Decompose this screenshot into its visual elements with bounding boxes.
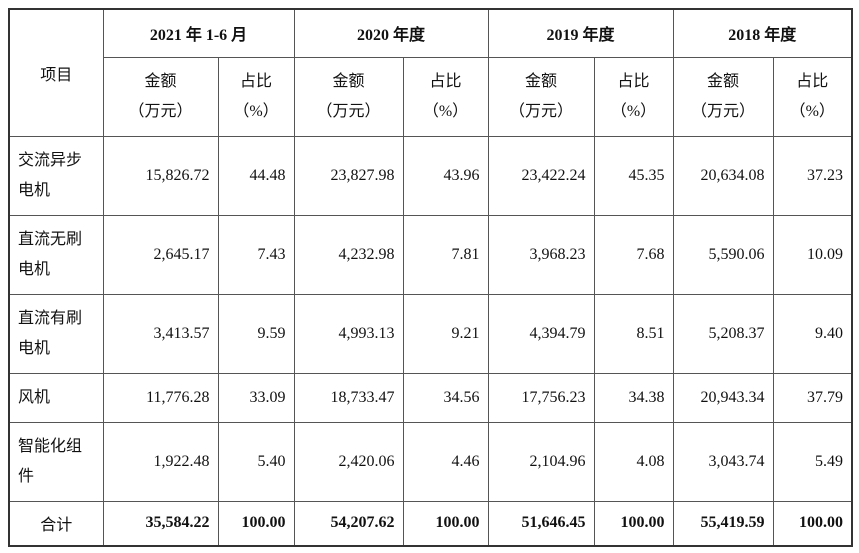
cell: 23,827.98 <box>293 135 404 216</box>
cell: 7.43 <box>217 214 295 295</box>
row-label: 智能化组件 <box>8 421 104 502</box>
cell: 7.81 <box>402 214 489 295</box>
share-header-line: 占比 <box>617 72 650 90</box>
table-row: 直流有刷电机 3,413.57 9.59 4,993.13 9.21 4,394.79 8.… <box>8 293 853 374</box>
cell: 43.96 <box>402 135 489 216</box>
table-row: 交流异步电机 15,826.72 44.48 23,827.98 43.96 23,422… <box>8 135 853 216</box>
row-label: 直流无刷电机 <box>8 214 104 295</box>
cell: 15,826.72 <box>102 135 219 216</box>
table-row: 直流无刷电机 2,645.17 7.43 4,232.98 7.81 3,968.23 7.… <box>8 214 853 295</box>
cell: 2,645.17 <box>102 214 219 295</box>
cell: 34.56 <box>402 372 489 423</box>
cell: 3,043.74 <box>672 421 774 502</box>
cell: 37.79 <box>772 372 853 423</box>
cell: 10.09 <box>772 214 853 295</box>
cell: 1,922.48 <box>102 421 219 502</box>
amount-header-line: （万元） <box>128 102 193 120</box>
cell: 18,733.47 <box>293 372 404 423</box>
amount-header: 金额 （万元） <box>487 56 595 137</box>
period-header: 2019 年度 <box>487 8 674 58</box>
row-label: 合计 <box>8 500 104 547</box>
amount-header-line: 金额 <box>144 72 177 90</box>
amount-header-line: 金额 <box>332 72 365 90</box>
cell: 45.35 <box>593 135 674 216</box>
cell: 5,590.06 <box>672 214 774 295</box>
cell: 35,584.22 <box>102 500 219 547</box>
amount-header: 金额 （万元） <box>672 56 774 137</box>
cell: 23,422.24 <box>487 135 595 216</box>
amount-header: 金额 （万元） <box>293 56 404 137</box>
cell: 5.40 <box>217 421 295 502</box>
cell: 100.00 <box>402 500 489 547</box>
share-header-line: （%） <box>422 102 469 120</box>
table-row: 合计 35,584.22 100.00 54,207.62 100.00 51,646.4… <box>8 500 853 547</box>
share-header-line: 占比 <box>239 72 272 90</box>
item-header: 项目 <box>8 8 104 137</box>
cell: 8.51 <box>593 293 674 374</box>
cell: 4,232.98 <box>293 214 404 295</box>
table-row: 智能化组件 1,922.48 5.40 2,420.06 4.46 2,104.96 4.0… <box>8 421 853 502</box>
row-label-text: 智能化组件 <box>18 437 83 485</box>
cell: 37.23 <box>772 135 853 216</box>
cell: 9.40 <box>772 293 853 374</box>
row-label-text: 风机 <box>18 388 51 406</box>
header-row: 项目 2021 年 1-6 月 2020 年度 2019 年度 2018 年度 <box>8 8 853 137</box>
cell: 44.48 <box>217 135 295 216</box>
share-header-line: （%） <box>610 102 657 120</box>
share-header-line: 占比 <box>796 72 829 90</box>
amount-header-line: （万元） <box>690 102 755 120</box>
share-header-line: （%） <box>789 102 835 120</box>
amount-header-line: （万元） <box>316 102 381 120</box>
share-header: 占比 （%） <box>402 56 489 137</box>
row-label: 直流有刷电机 <box>8 293 104 374</box>
amount-header-line: 金额 <box>706 72 739 90</box>
cell: 7.68 <box>593 214 674 295</box>
data-table: 项目 2021 年 1-6 月 2020 年度 2019 年度 2018 年度 金额 （万元… <box>8 8 853 547</box>
share-header: 占比 （%） <box>593 56 674 137</box>
period-header: 2021 年 1-6 月 <box>102 8 295 58</box>
row-label-text: 直流有刷电机 <box>18 309 83 357</box>
cell: 100.00 <box>217 500 295 547</box>
row-label-text: 直流无刷电机 <box>18 230 83 278</box>
cell: 4.46 <box>402 421 489 502</box>
amount-header-line: （万元） <box>508 102 573 120</box>
cell: 4.08 <box>593 421 674 502</box>
row-label-text: 合计 <box>40 517 73 535</box>
share-header-line: 占比 <box>429 72 462 90</box>
cell: 51,646.45 <box>487 500 595 547</box>
cell: 5,208.37 <box>672 293 774 374</box>
period-header: 2018 年度 <box>672 8 853 58</box>
period-header: 2020 年度 <box>293 8 489 58</box>
cell: 100.00 <box>772 500 853 547</box>
subheader-row: 金额 （万元） 占比 （%） 金额 （万元） 占比 （%） 金额 （万元） 占比 （%） 金额 （万元） 占… <box>9 56 853 137</box>
cell: 17,756.23 <box>487 372 595 423</box>
cell: 2,104.96 <box>487 421 595 502</box>
cell: 3,968.23 <box>487 214 595 295</box>
share-header-line: （%） <box>233 102 279 120</box>
cell: 34.38 <box>593 372 674 423</box>
cell: 20,943.34 <box>672 372 774 423</box>
share-header: 占比 （%） <box>772 56 853 137</box>
share-header: 占比 （%） <box>217 56 295 137</box>
cell: 9.21 <box>402 293 489 374</box>
cell: 55,419.59 <box>672 500 774 547</box>
row-label-text: 交流异步电机 <box>18 151 83 199</box>
cell: 20,634.08 <box>672 135 774 216</box>
cell: 4,394.79 <box>487 293 595 374</box>
table-row: 风机 11,776.28 33.09 18,733.47 34.56 17,756.23 3… <box>8 372 853 423</box>
cell: 100.00 <box>593 500 674 547</box>
row-label: 风机 <box>8 372 104 423</box>
cell: 2,420.06 <box>293 421 404 502</box>
amount-header-line: 金额 <box>524 72 557 90</box>
cell: 3,413.57 <box>102 293 219 374</box>
cell: 9.59 <box>217 293 295 374</box>
cell: 5.49 <box>772 421 853 502</box>
cell: 4,993.13 <box>293 293 404 374</box>
cell: 54,207.62 <box>293 500 404 547</box>
cell: 11,776.28 <box>102 372 219 423</box>
row-label: 交流异步电机 <box>8 135 104 216</box>
cell: 33.09 <box>217 372 295 423</box>
amount-header: 金额 （万元） <box>102 56 219 137</box>
